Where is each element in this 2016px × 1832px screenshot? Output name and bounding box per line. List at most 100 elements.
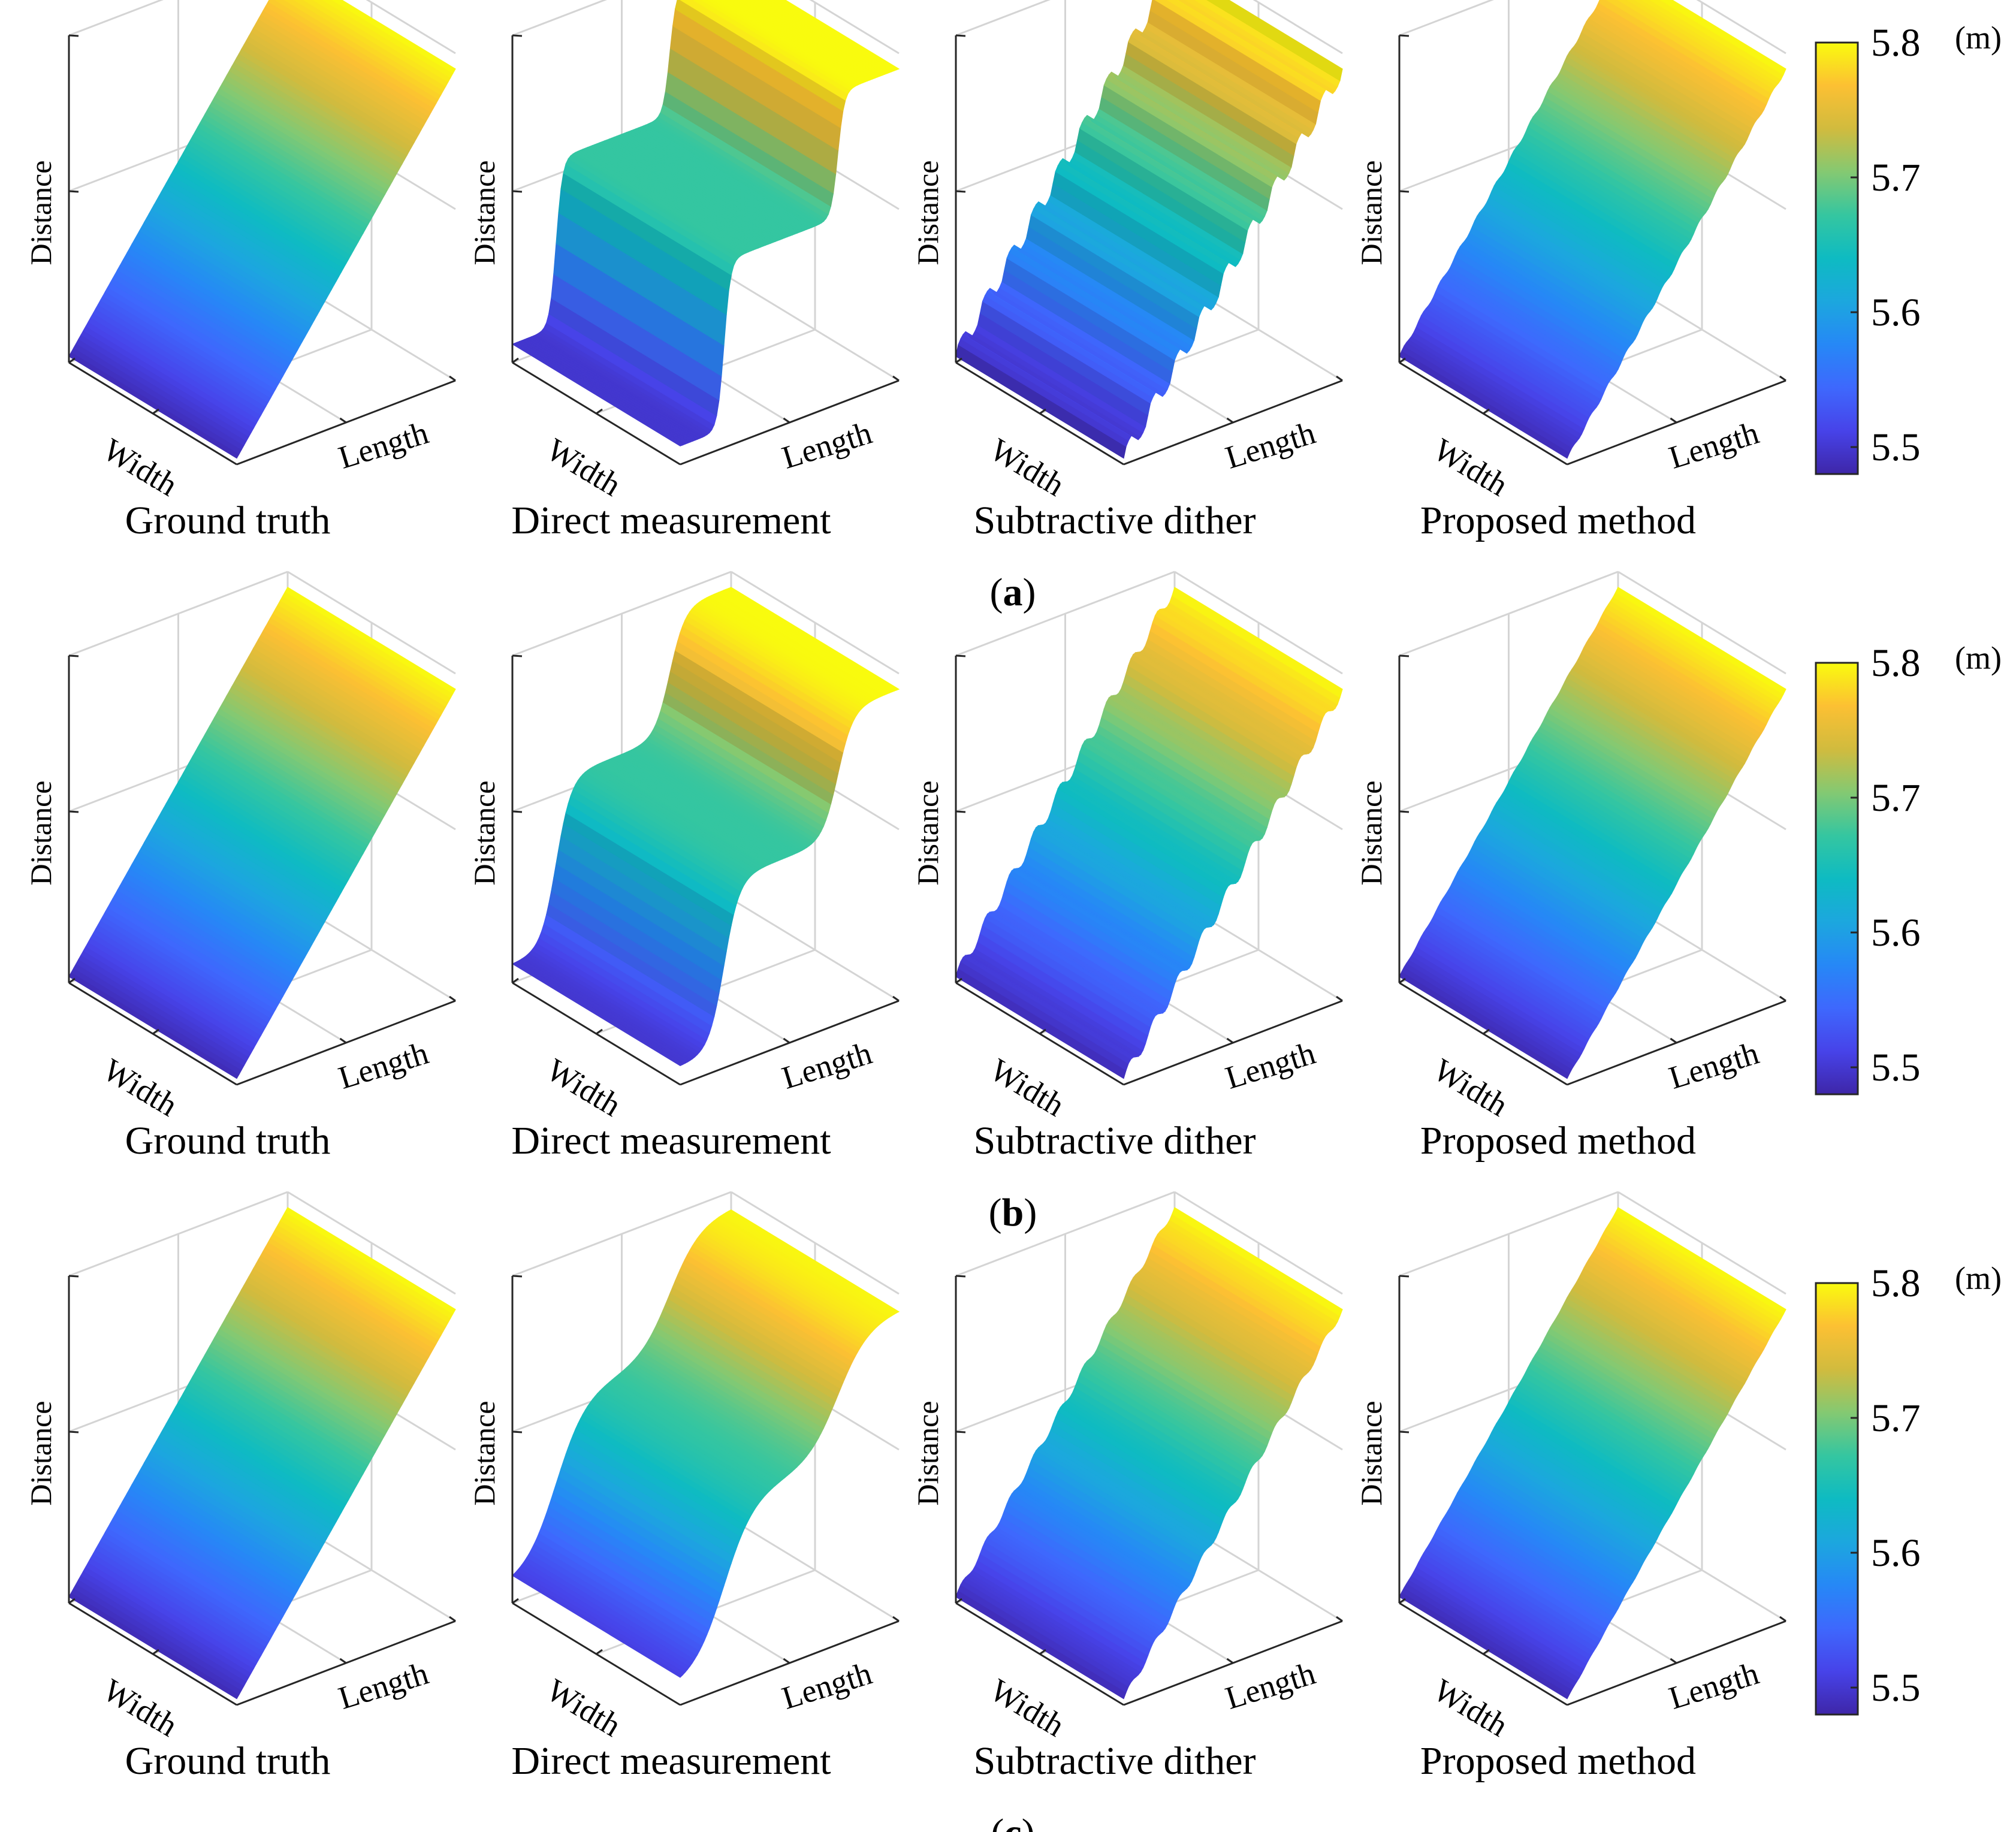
distance-tick xyxy=(68,190,79,193)
length-axis-label: Length xyxy=(334,415,433,476)
axes xyxy=(955,654,1343,1086)
colorbar-gradient xyxy=(1815,1282,1859,1716)
surface-strip xyxy=(780,0,900,71)
colorbar-tick-label: 5.5 xyxy=(1871,1666,1921,1710)
surface-strip xyxy=(1154,0,1324,101)
surface-ground-truth-row-b xyxy=(68,587,456,1079)
width-tick xyxy=(68,357,76,364)
surface-strip xyxy=(312,0,451,83)
surface-strip xyxy=(757,0,886,76)
method-title-ground-truth: Ground truth xyxy=(125,1739,331,1783)
surface-strip xyxy=(772,0,895,73)
length-tick xyxy=(1779,995,1786,1002)
surface-strip xyxy=(1615,1207,1786,1315)
length-tick xyxy=(1670,417,1677,424)
length-tick xyxy=(339,417,347,424)
width-tick xyxy=(1039,1028,1046,1035)
colorbar-tick-label: 5.7 xyxy=(1871,156,1921,200)
width-tick xyxy=(955,977,962,984)
surface-strip xyxy=(293,0,446,91)
surface-strip xyxy=(729,0,868,83)
surface-strip xyxy=(745,0,878,79)
surface-strip xyxy=(1615,587,1786,695)
row-label-letter: b xyxy=(1002,1191,1024,1235)
width-axis-label: Width xyxy=(1428,431,1514,503)
distance-tick xyxy=(68,34,79,37)
colorbar-tick-label: 5.6 xyxy=(1871,911,1921,955)
length-tick xyxy=(1670,1658,1677,1664)
surface-strip xyxy=(777,0,898,71)
surface-proposed-method-row-c xyxy=(1399,1207,1786,1700)
colorbar-tick-label: 5.5 xyxy=(1871,425,1921,469)
row-label-b: (b) xyxy=(989,1191,1037,1235)
axes xyxy=(68,34,456,466)
width-axis-label: Width xyxy=(1428,1672,1514,1744)
axes xyxy=(1398,1275,1786,1706)
surface-strip xyxy=(1659,0,1786,76)
width-tick xyxy=(955,357,962,364)
surface-strip xyxy=(1626,0,1777,90)
surface-strip xyxy=(675,0,846,111)
width-tick xyxy=(512,977,519,984)
method-title-ground-truth: Ground truth xyxy=(125,499,331,542)
width-tick xyxy=(955,1598,962,1604)
axes xyxy=(68,1275,456,1706)
length-tick xyxy=(892,375,900,382)
surface-strip xyxy=(1172,587,1343,698)
surface-strip xyxy=(701,0,853,91)
distance-tick xyxy=(512,810,523,813)
colorbar-gradient xyxy=(1815,41,1859,475)
row-label-paren-close: ) xyxy=(1023,571,1036,614)
length-axis-label: Length xyxy=(1221,1655,1320,1716)
colorbar-tick-label: 5.5 xyxy=(1871,1046,1921,1089)
length-tick xyxy=(892,995,900,1002)
colorbar-row-c: 5.5 5.6 5.7 5.8 (m) xyxy=(1815,1260,2002,1716)
distance-axis-label: Distance xyxy=(467,1401,501,1506)
surface-strip xyxy=(274,0,442,100)
surface-strip xyxy=(753,0,883,77)
width-tick xyxy=(1039,408,1046,415)
length-tick xyxy=(1336,995,1343,1002)
distance-tick xyxy=(955,34,966,37)
distance-tick xyxy=(1399,190,1410,193)
method-title-proposed-method: Proposed method xyxy=(1420,1739,1696,1783)
method-title-subtractive-dither: Subtractive dither xyxy=(973,1119,1256,1163)
method-title-direct-measurement: Direct measurement xyxy=(511,1739,831,1783)
distance-tick xyxy=(955,190,966,193)
back-top-edge-left xyxy=(1399,0,1495,37)
surface-plot-direct-measurement: Distance Width Length Direct measurement xyxy=(467,571,900,1163)
length-tick xyxy=(449,375,456,382)
surface-strip xyxy=(741,0,876,80)
surface-strip xyxy=(303,0,449,87)
width-tick xyxy=(1483,1649,1490,1655)
width-tick xyxy=(1399,357,1406,364)
width-tick xyxy=(152,1649,159,1655)
width-axis-label: Width xyxy=(97,1672,184,1744)
distance-tick xyxy=(1399,34,1410,37)
row-label-a: (a) xyxy=(990,571,1036,614)
length-axis-label: Length xyxy=(1665,415,1763,476)
surface-strip xyxy=(1605,0,1772,99)
axes xyxy=(511,654,900,1086)
length-axis-label: Length xyxy=(334,1655,433,1716)
surface-strip xyxy=(1634,0,1779,86)
width-tick xyxy=(512,1598,519,1604)
colorbar-tick-label: 5.8 xyxy=(1871,1261,1921,1305)
colorbar-unit: (m) xyxy=(1955,20,2002,56)
surface-strip xyxy=(680,0,849,101)
length-axis-label: Length xyxy=(778,1655,876,1716)
length-tick xyxy=(1670,1037,1677,1044)
width-axis-label: Width xyxy=(1428,1052,1514,1124)
colorbar-gradient xyxy=(1815,662,1859,1095)
row-label-paren-open: ( xyxy=(991,1811,1004,1832)
length-axis-label: Length xyxy=(778,415,876,476)
row-label-c: (c) xyxy=(991,1811,1034,1832)
back-top-edge-left xyxy=(955,0,1051,37)
surface-subtractive-dither-row-a xyxy=(955,0,1343,459)
length-tick xyxy=(1226,1658,1234,1664)
method-title-ground-truth: Ground truth xyxy=(125,1119,331,1163)
surface-strip xyxy=(769,0,893,73)
